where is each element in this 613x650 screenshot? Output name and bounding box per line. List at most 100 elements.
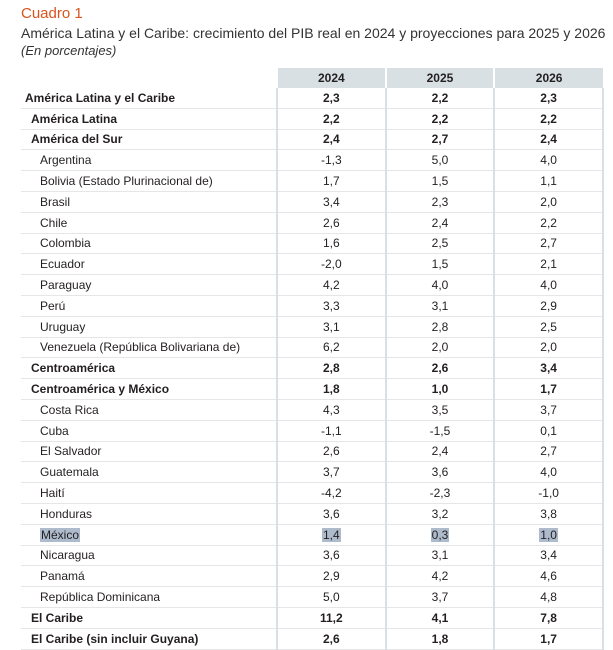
row-label: América Latina y el Caribe [21,88,277,109]
value-text: -1,0 [538,486,559,501]
value-cell: 4,6 [493,565,604,588]
row-label: Brasil [21,191,277,213]
value-cell: 4,0 [493,149,604,172]
value-cell: 2,4 [384,441,495,463]
value-cell: -4,2 [276,482,386,504]
row-label: República Dominicana [21,586,277,608]
table-row: Argentina -1,3 5,0 4,0 [21,149,604,172]
value-cell: 2,6 [276,628,386,650]
row-label: Argentina [21,149,277,172]
value-cell: -2,3 [384,482,495,504]
table-row: Venezuela (República Bolivariana de) 6,2 2… [21,337,604,359]
table-row: Honduras 3,6 3,2 3,8 [21,503,604,525]
row-label-text: Panamá [40,569,85,584]
row-label: México [21,524,277,546]
value-cell: 2,6 [276,212,386,234]
row-label-text: América Latina y el Caribe [25,90,176,105]
value-text: 2,6 [322,215,340,230]
row-label-text: Centroamérica [31,361,116,376]
row-label-text: Paraguay [40,278,92,293]
table-row: Uruguay 3,1 2,8 2,5 [21,316,604,338]
value-text: 3,7 [431,590,449,605]
value-text: 1,0 [431,382,449,397]
table-row: América Latina y el Caribe 2,3 2,2 2,3 [21,88,604,109]
value-text: -1,5 [429,423,451,438]
value-text: 2,6 [431,361,449,376]
row-label-text: Argentina [40,153,92,168]
value-cell: 2,7 [493,441,604,463]
table-row: Paraguay 4,2 4,0 4,0 [21,274,604,296]
value-text: 2,2 [431,90,449,105]
row-label: Chile [21,212,277,234]
row-label: Honduras [21,503,277,525]
value-cell: 2,5 [493,316,604,338]
value-text: 3,2 [431,506,449,521]
row-label: América del Sur [21,129,277,151]
value-cell: 0,3 [384,524,495,546]
table-row: México 1,4 0,3 1,0 [21,524,604,546]
value-text: 6,2 [322,340,340,355]
value-text: 5,0 [431,153,449,168]
value-text: 1,6 [322,236,340,251]
value-cell: 2,3 [384,191,495,213]
value-cell: 1,8 [276,378,386,400]
row-label-text: Centroamérica y México [31,382,170,397]
value-text: 2,4 [431,215,449,230]
value-text: 2,5 [540,319,557,334]
value-cell: 3,4 [493,357,604,380]
value-cell: 7,8 [493,607,604,629]
value-cell: 2,3 [276,88,386,109]
value-text: 1,7 [322,174,340,189]
value-cell: 1,7 [493,628,604,650]
value-text: 2,0 [540,194,557,209]
value-cell: 2,6 [384,357,495,380]
value-text: 2,2 [322,111,340,126]
value-cell: 4,0 [384,274,495,296]
table-subtitle: (En porcentajes) [21,43,117,58]
value-text: 4,2 [322,278,340,293]
row-label: Centroamérica [21,357,277,380]
value-text: 1,0 [539,527,558,542]
value-text: 3,4 [322,194,340,209]
row-label-text: Perú [40,298,66,313]
value-text: -2,0 [320,257,342,272]
row-label-text: Honduras [40,506,93,521]
value-text: 2,3 [431,194,449,209]
row-label: El Caribe [21,607,277,629]
table-row: Costa Rica 4,3 3,5 3,7 [21,399,604,421]
value-cell: 1,1 [493,170,604,192]
value-cell: 3,6 [384,461,495,484]
year-header: 2024 [277,68,387,88]
table-row: Centroamérica y México 1,8 1,0 1,7 [21,378,604,400]
value-text: 1,8 [322,382,340,397]
value-text: 4,0 [431,278,449,293]
row-label: Paraguay [21,274,277,296]
value-text: 2,4 [431,444,449,459]
value-text: -1,1 [320,423,342,438]
value-text: 2,0 [540,340,557,355]
value-text: 1,4 [321,527,341,542]
header-blank-cell [21,68,278,88]
document-page: Cuadro 1 América Latina y el Caribe: cre… [21,5,605,650]
value-cell: 3,7 [276,461,386,484]
row-label: América Latina [21,108,277,130]
row-label: Costa Rica [21,399,277,421]
value-text: -4,2 [320,486,342,501]
value-cell: 3,8 [493,503,604,525]
value-cell: 2,4 [384,212,495,234]
table-row: Perú 3,3 3,1 2,9 [21,295,604,317]
value-text: 11,2 [319,610,343,625]
value-text: 4,3 [322,402,340,417]
value-text: -2,3 [429,486,451,501]
row-label-text: El Caribe (sin incluir Guyana) [31,631,199,646]
value-cell: 2,4 [276,129,386,151]
value-text: 2,0 [431,340,449,355]
value-cell: 4,2 [384,565,495,588]
value-cell: -1,5 [384,420,495,442]
value-cell: 4,2 [276,274,386,296]
value-text: 2,8 [431,319,449,334]
value-text: 3,7 [540,402,557,417]
row-label: Ecuador [21,253,277,276]
value-text: 3,7 [322,465,340,480]
value-cell: 3,5 [384,399,495,421]
